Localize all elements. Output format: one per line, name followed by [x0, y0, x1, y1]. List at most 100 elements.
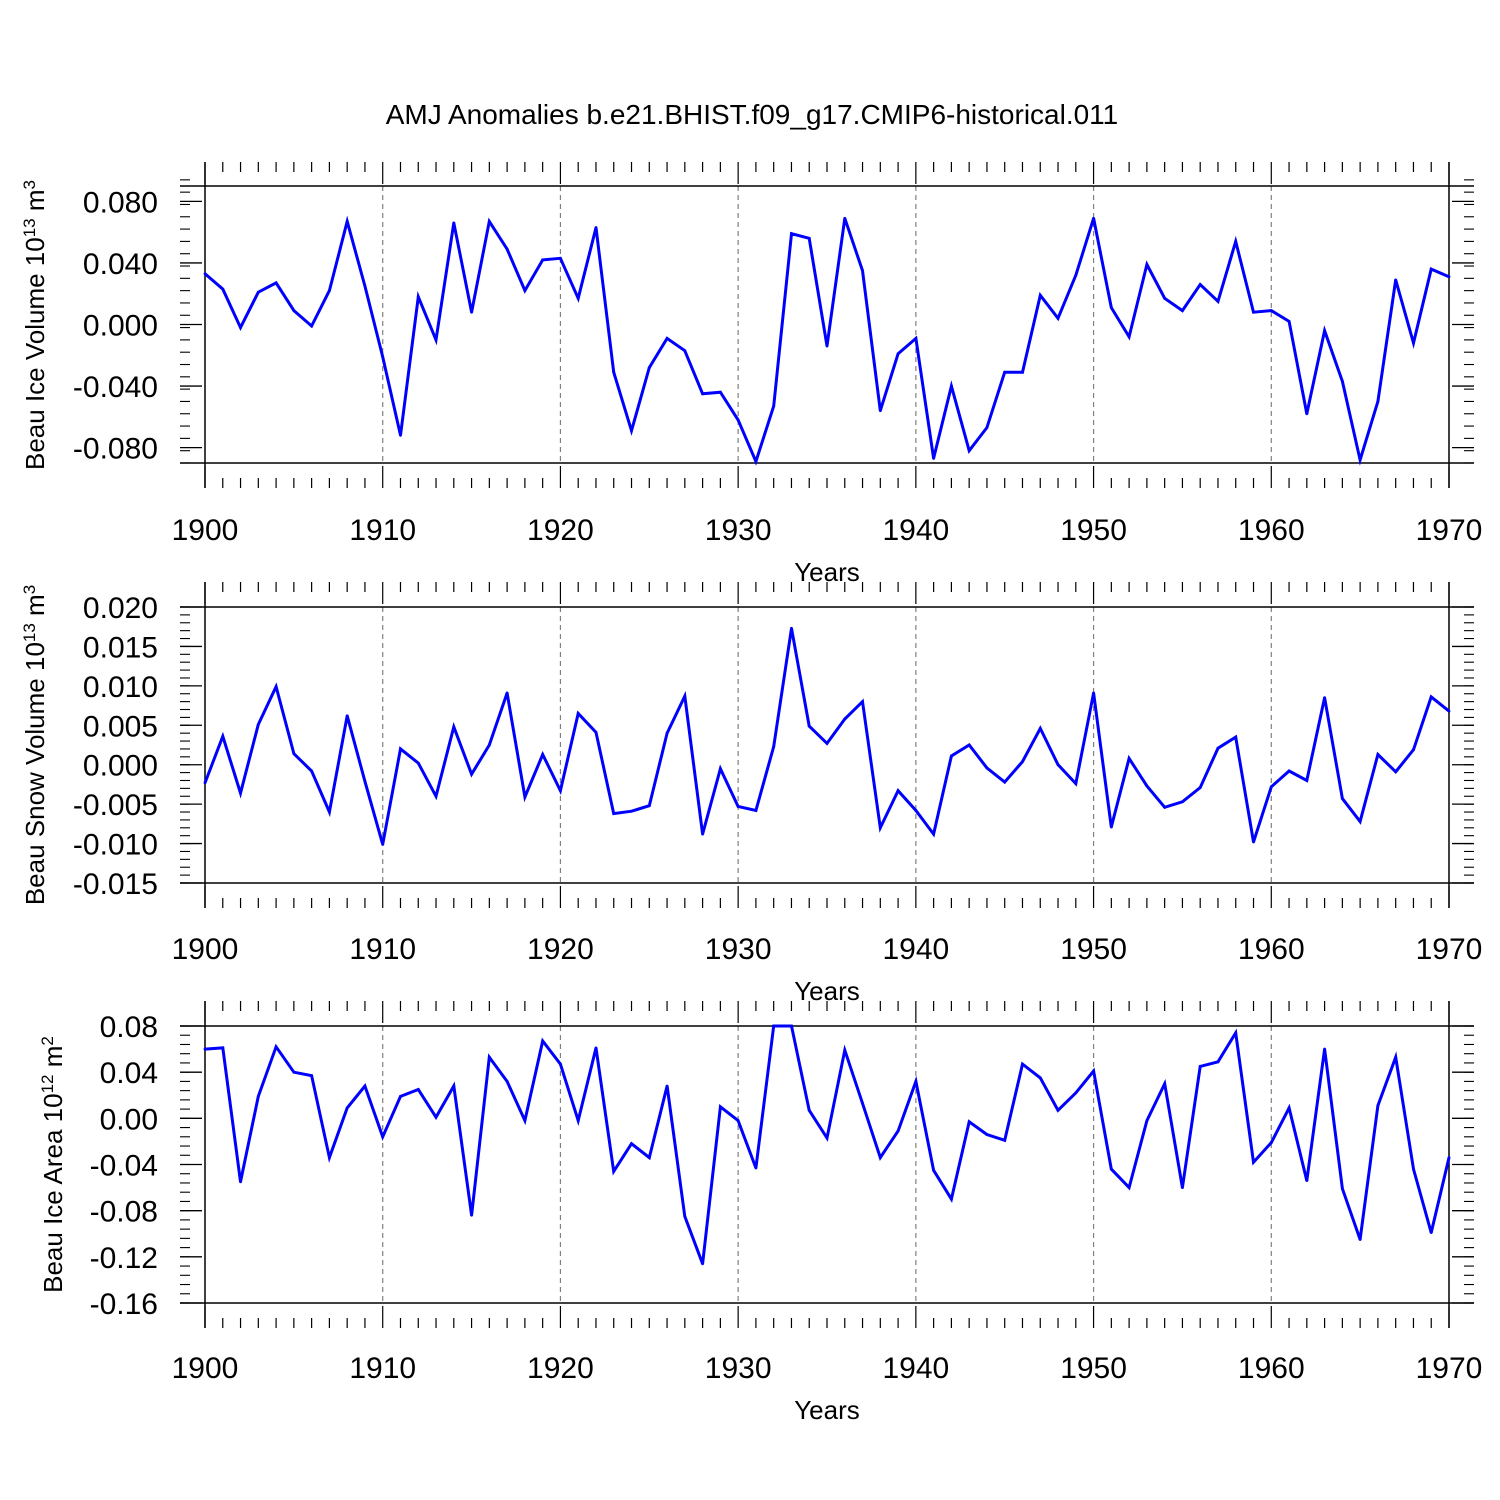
- data-point: [1021, 370, 1024, 374]
- data-point: [1234, 1031, 1238, 1035]
- data-point: [861, 269, 864, 273]
- data-point: [1145, 784, 1149, 788]
- y-tick-label: -0.015: [73, 868, 158, 901]
- data-point: [399, 1095, 402, 1098]
- data-point: [772, 745, 776, 748]
- data-point: [843, 717, 847, 721]
- data-point: [292, 1070, 296, 1074]
- x-tick-label: 1910: [349, 933, 416, 966]
- data-point: [950, 1197, 953, 1201]
- data-point: [1145, 263, 1149, 266]
- y-tick-label: -0.040: [73, 371, 158, 404]
- data-point: [1163, 296, 1167, 300]
- data-point: [754, 1166, 758, 1170]
- data-point: [1429, 267, 1433, 271]
- data-point: [701, 832, 704, 836]
- data-point: [932, 1168, 936, 1172]
- data-point: [541, 1039, 545, 1043]
- data-point: [1092, 1069, 1095, 1073]
- data-point: [1340, 380, 1344, 383]
- data-point: [718, 390, 722, 394]
- data-point: [1287, 1106, 1291, 1110]
- data-point: [1038, 1076, 1042, 1080]
- data-point: [416, 761, 420, 765]
- data-point: [736, 805, 740, 808]
- data-point: [932, 456, 936, 460]
- data-point: [1181, 800, 1184, 804]
- x-tick-label: 1930: [705, 933, 772, 966]
- data-point: [452, 725, 456, 729]
- x-tick-label: 1940: [882, 1352, 949, 1385]
- data-point: [612, 370, 616, 374]
- x-tick-label: 1950: [1060, 1352, 1127, 1385]
- data-point: [967, 449, 971, 453]
- data-point: [1092, 691, 1095, 695]
- data-point: [914, 809, 918, 812]
- data-point: [221, 287, 225, 291]
- data-point: [630, 1142, 633, 1146]
- data-point: [1074, 273, 1078, 277]
- data-point: [807, 1108, 811, 1112]
- data-point: [470, 1213, 473, 1217]
- data-point: [683, 1215, 687, 1218]
- data-point: [203, 1047, 207, 1051]
- data-point: [1323, 329, 1326, 333]
- x-tick-label: 1920: [527, 1352, 594, 1385]
- data-point: [1145, 1119, 1149, 1123]
- data-point: [523, 1119, 527, 1123]
- data-point: [487, 743, 491, 747]
- data-point: [1305, 412, 1309, 416]
- data-point: [345, 714, 349, 718]
- data-point: [1127, 757, 1131, 760]
- data-point: [914, 336, 918, 340]
- x-tick-label: 1900: [172, 514, 239, 547]
- y-tick-label: -0.08: [90, 1196, 158, 1229]
- data-point: [381, 355, 385, 359]
- data-point: [274, 1045, 278, 1049]
- data-point: [221, 1046, 225, 1050]
- data-point: [1021, 760, 1024, 763]
- y-axis-title-part: m: [20, 189, 50, 218]
- y-tick-label: -0.080: [73, 433, 158, 466]
- data-point: [772, 1024, 776, 1028]
- data-point: [807, 236, 811, 240]
- data-point: [736, 418, 740, 422]
- data-point: [1003, 370, 1007, 374]
- data-point: [487, 1055, 491, 1059]
- data-point: [1447, 709, 1451, 713]
- data-point: [1287, 769, 1291, 773]
- data-point: [399, 747, 402, 751]
- data-point: [1412, 748, 1415, 752]
- data-point: [1358, 1238, 1362, 1241]
- data-point: [576, 1119, 580, 1123]
- data-point: [203, 272, 207, 276]
- y-tick-label: 0.00: [100, 1103, 158, 1136]
- data-point: [274, 685, 278, 689]
- data-point: [1287, 320, 1291, 323]
- y-axis-title-superscript: 12: [38, 1074, 57, 1093]
- data-point: [452, 1084, 456, 1088]
- data-point: [985, 1133, 989, 1136]
- data-point: [630, 809, 633, 813]
- y-tick-label: -0.04: [90, 1150, 158, 1183]
- panel-ice-volume: -0.080 -0.040 0.000 0.040 0.080 1900 1910 1920 1…: [20, 162, 1482, 587]
- data-point: [505, 691, 509, 695]
- data-point: [1056, 316, 1060, 320]
- x-tick-label: 1960: [1238, 1352, 1305, 1385]
- data-point: [1323, 696, 1326, 700]
- data-point: [381, 842, 385, 846]
- data-point: [1198, 283, 1202, 286]
- data-point: [310, 769, 314, 773]
- data-point: [950, 754, 953, 758]
- y-axis-title-superscript: 3: [20, 180, 39, 189]
- data-point: [878, 1156, 882, 1159]
- data-point: [1305, 1179, 1309, 1183]
- data-point: [790, 1024, 793, 1028]
- data-point: [1003, 780, 1007, 784]
- y-axis-title-superscript: 2: [38, 1036, 57, 1045]
- data-point: [1181, 1186, 1184, 1189]
- data-point: [1305, 779, 1309, 782]
- data-point: [647, 1156, 651, 1159]
- y-tick-label: -0.16: [90, 1288, 158, 1321]
